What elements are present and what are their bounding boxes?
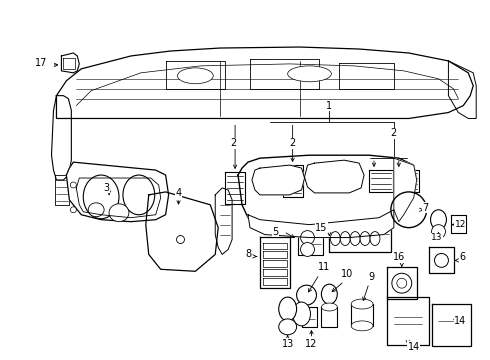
Text: 1: 1 <box>326 100 332 111</box>
Polygon shape <box>297 230 323 255</box>
Polygon shape <box>283 165 302 197</box>
Polygon shape <box>305 160 364 193</box>
Text: 15: 15 <box>315 222 328 233</box>
Ellipse shape <box>71 182 76 188</box>
Text: 11: 11 <box>318 262 331 272</box>
Polygon shape <box>394 158 416 222</box>
Polygon shape <box>66 162 169 222</box>
Ellipse shape <box>71 207 76 213</box>
Polygon shape <box>215 188 232 255</box>
Polygon shape <box>166 61 225 89</box>
Text: 2: 2 <box>230 138 236 148</box>
Polygon shape <box>263 260 287 267</box>
Polygon shape <box>387 267 416 299</box>
Ellipse shape <box>321 284 337 304</box>
Ellipse shape <box>300 243 315 256</box>
Ellipse shape <box>351 299 373 309</box>
Text: 17: 17 <box>35 58 48 68</box>
Ellipse shape <box>321 303 337 311</box>
Polygon shape <box>329 225 391 252</box>
Ellipse shape <box>279 297 296 321</box>
Polygon shape <box>238 155 416 228</box>
Polygon shape <box>56 47 473 118</box>
Polygon shape <box>263 269 287 276</box>
Ellipse shape <box>109 204 129 222</box>
Text: 12: 12 <box>305 339 318 349</box>
Polygon shape <box>321 307 337 327</box>
Text: 2: 2 <box>290 138 296 148</box>
Polygon shape <box>252 165 305 195</box>
Polygon shape <box>351 304 373 326</box>
Polygon shape <box>63 58 75 69</box>
Polygon shape <box>260 237 290 288</box>
Polygon shape <box>146 192 218 271</box>
Ellipse shape <box>432 225 445 239</box>
Polygon shape <box>387 297 429 345</box>
Text: 5: 5 <box>272 226 279 237</box>
Ellipse shape <box>176 235 184 243</box>
Ellipse shape <box>397 278 407 288</box>
Ellipse shape <box>350 231 360 246</box>
Ellipse shape <box>88 203 104 217</box>
Ellipse shape <box>293 302 311 326</box>
Text: 2: 2 <box>391 129 397 138</box>
Polygon shape <box>301 307 318 327</box>
Ellipse shape <box>340 231 350 246</box>
Text: 16: 16 <box>392 252 405 262</box>
Ellipse shape <box>370 231 380 246</box>
Polygon shape <box>263 251 287 258</box>
Text: 8: 8 <box>245 249 251 260</box>
Polygon shape <box>395 170 418 192</box>
Ellipse shape <box>351 321 373 331</box>
Text: 14: 14 <box>408 342 420 352</box>
Polygon shape <box>339 63 394 89</box>
Polygon shape <box>51 96 72 180</box>
Text: 9: 9 <box>368 272 374 282</box>
Polygon shape <box>55 175 70 205</box>
Text: 6: 6 <box>459 252 466 262</box>
Text: 10: 10 <box>341 269 353 279</box>
Polygon shape <box>432 304 471 346</box>
Polygon shape <box>263 278 287 285</box>
Text: 12: 12 <box>455 220 466 229</box>
Polygon shape <box>225 172 245 204</box>
Polygon shape <box>250 59 319 89</box>
Text: 7: 7 <box>422 203 429 213</box>
Ellipse shape <box>431 210 446 230</box>
Ellipse shape <box>83 175 119 219</box>
Polygon shape <box>369 170 393 192</box>
Ellipse shape <box>360 231 370 246</box>
Ellipse shape <box>177 68 213 84</box>
Polygon shape <box>248 210 394 238</box>
Polygon shape <box>263 243 287 249</box>
Text: 3: 3 <box>103 183 109 193</box>
Ellipse shape <box>435 253 448 267</box>
Text: 13: 13 <box>282 339 294 349</box>
Ellipse shape <box>330 231 340 246</box>
Ellipse shape <box>296 285 317 305</box>
Text: 14: 14 <box>454 316 466 326</box>
Ellipse shape <box>288 66 331 82</box>
Polygon shape <box>61 53 79 73</box>
Ellipse shape <box>392 273 412 293</box>
Polygon shape <box>448 61 476 118</box>
Polygon shape <box>76 178 161 218</box>
Polygon shape <box>451 215 466 233</box>
Text: 13: 13 <box>431 233 442 242</box>
Polygon shape <box>429 247 454 273</box>
Ellipse shape <box>123 175 155 215</box>
Ellipse shape <box>300 231 315 244</box>
Text: 4: 4 <box>175 188 182 198</box>
Ellipse shape <box>391 192 427 228</box>
Ellipse shape <box>279 319 296 335</box>
